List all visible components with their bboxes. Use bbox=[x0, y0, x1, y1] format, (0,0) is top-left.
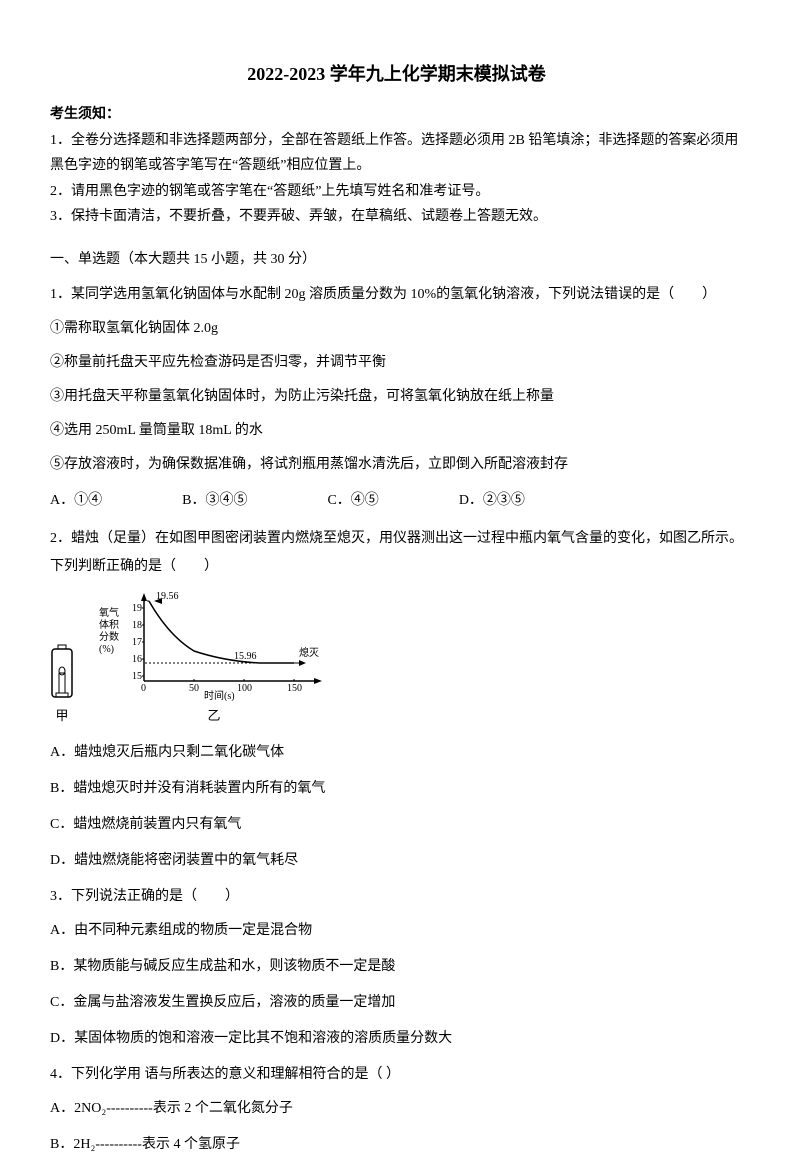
q2-text: 2．蜡烛（足量）在如图甲图密闭装置内燃烧至熄灭，用仪器测出这一过程中瓶内氧气含量… bbox=[50, 525, 743, 581]
q1-sub3: ③用托盘天平称量氢氧化钠固体时，为防止污染托盘，可将氢氧化钠放在纸上称量 bbox=[50, 383, 743, 411]
q2-opt-a: A．蜡烛熄灭后瓶内只剩二氧化碳气体 bbox=[50, 739, 743, 767]
chart-figure: 氧气 体积 分数 (%) 19 18 17 16 15 0 50 100 150 bbox=[94, 591, 334, 729]
q4-text: 4．下列化学用 语与所表达的意义和理解相符合的是（ ） bbox=[50, 1061, 743, 1089]
q2-opt-d: D．蜡烛燃烧能将密闭装置中的氧气耗尽 bbox=[50, 847, 743, 875]
q3-opt-b: B．某物质能与碱反应生成盐和水，则该物质不一定是酸 bbox=[50, 953, 743, 981]
q1-sub5: ⑤存放溶液时，为确保数据准确，将试剂瓶用蒸馏水清洗后，立即倒入所配溶液封存 bbox=[50, 451, 743, 479]
y-axis-label-4: (%) bbox=[99, 644, 114, 655]
y-axis-label-2: 体积 bbox=[99, 619, 119, 631]
q3-opt-a: A．由不同种元素组成的物质一定是混合物 bbox=[50, 917, 743, 945]
q3-opt-c: C．金属与盐溶液发生置换反应后，溶液的质量一定增加 bbox=[50, 989, 743, 1017]
candle-icon bbox=[50, 641, 74, 701]
ytick-15: 15 bbox=[132, 671, 142, 682]
q1-opt-a: A．①④ bbox=[50, 487, 102, 515]
question-3: 3．下列说法正确的是（ ） A．由不同种元素组成的物质一定是混合物 B．某物质能… bbox=[50, 883, 743, 1053]
question-4: 4．下列化学用 语与所表达的意义和理解相符合的是（ ） A．2NO₂------… bbox=[50, 1061, 743, 1159]
q4-opt-b: B．2H₂----------表示 4 个氢原子 bbox=[50, 1131, 743, 1159]
question-1: 1．某同学选用氢氧化钠固体与水配制 20g 溶质质量分数为 10%的氢氧化钠溶液… bbox=[50, 281, 743, 515]
end-val: 15.96 bbox=[234, 651, 257, 662]
ytick-18: 18 bbox=[132, 620, 142, 631]
section-1-header: 一、单选题（本大题共 15 小题，共 30 分） bbox=[50, 249, 743, 271]
candle-figure: 甲 bbox=[50, 641, 74, 729]
q1-sub4: ④选用 250mL 量筒量取 18mL 的水 bbox=[50, 417, 743, 445]
q3-text: 3．下列说法正确的是（ ） bbox=[50, 883, 743, 911]
fig2-label: 乙 bbox=[207, 703, 220, 729]
xtick-50: 50 bbox=[189, 683, 199, 694]
xtick-100: 100 bbox=[237, 683, 252, 694]
ytick-16: 16 bbox=[132, 654, 142, 665]
q1-text: 1．某同学选用氢氧化钠固体与水配制 20g 溶质质量分数为 10%的氢氧化钠溶液… bbox=[50, 281, 743, 309]
q2-opt-c: C．蜡烛燃烧前装置内只有氧气 bbox=[50, 811, 743, 839]
exam-title: 2022-2023 学年九上化学期末模拟试卷 bbox=[50, 60, 743, 89]
end-label: 熄灭 bbox=[299, 646, 319, 659]
q1-sub1: ①需称取氢氧化钠固体 2.0g bbox=[50, 315, 743, 343]
notice-item-3: 3．保持卡面清洁，不要折叠，不要弄破、弄皱，在草稿纸、试题卷上答题无效。 bbox=[50, 204, 743, 229]
q1-opt-c: C．④⑤ bbox=[327, 487, 378, 515]
notice-header: 考生须知： bbox=[50, 104, 743, 126]
q1-options: A．①④ B．③④⑤ C．④⑤ D．②③⑤ bbox=[50, 487, 743, 515]
q1-opt-b: B．③④⑤ bbox=[182, 487, 247, 515]
y-axis-label-1: 氧气 bbox=[99, 606, 119, 619]
x-axis-label: 时间(s) bbox=[204, 689, 235, 701]
notice-item-2: 2．请用黑色字迹的钢笔或答字笔在“答题纸”上先填写姓名和准考证号。 bbox=[50, 179, 743, 204]
y-axis-label-3: 分数 bbox=[99, 630, 119, 643]
notice-item-1: 1．全卷分选择题和非选择题两部分，全部在答题纸上作答。选择题必须用 2B 铅笔填… bbox=[50, 128, 743, 178]
q4-opt-a: A．2NO₂----------表示 2 个二氧化氮分子 bbox=[50, 1095, 743, 1123]
xtick-150: 150 bbox=[287, 683, 302, 694]
q3-opt-d: D．某固体物质的饱和溶液一定比其不饱和溶液的溶质质量分数大 bbox=[50, 1025, 743, 1053]
chart-svg: 氧气 体积 分数 (%) 19 18 17 16 15 0 50 100 150 bbox=[94, 591, 334, 701]
ytick-17: 17 bbox=[132, 637, 142, 648]
ytick-19: 19 bbox=[132, 603, 142, 614]
question-2: 2．蜡烛（足量）在如图甲图密闭装置内燃烧至熄灭，用仪器测出这一过程中瓶内氧气含量… bbox=[50, 525, 743, 875]
q1-sub2: ②称量前托盘天平应先检查游码是否归零，并调节平衡 bbox=[50, 349, 743, 377]
xtick-0: 0 bbox=[141, 683, 146, 694]
q2-opt-b: B．蜡烛熄灭时并没有消耗装置内所有的氧气 bbox=[50, 775, 743, 803]
q2-figures: 甲 氧气 体积 分数 (%) 19 18 17 16 15 bbox=[50, 591, 743, 729]
fig1-label: 甲 bbox=[55, 703, 68, 729]
q1-opt-d: D．②③⑤ bbox=[459, 487, 525, 515]
